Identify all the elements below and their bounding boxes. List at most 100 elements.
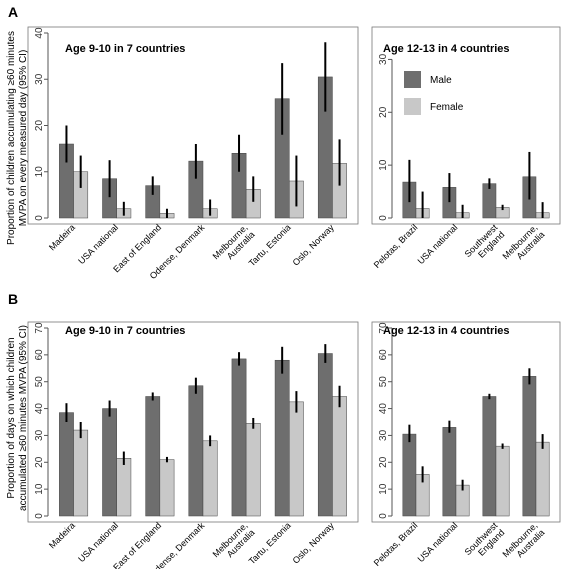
y-tick-label: 30: [378, 429, 389, 441]
panel-a-ylabel-line-2: MVPA on every measured day (95% CI): [18, 50, 29, 227]
category-label-line: Tartu, Estonia: [247, 520, 293, 566]
female-bar: [289, 401, 304, 517]
y-tick-label: 60: [34, 349, 45, 361]
panel-a-letter: A: [8, 4, 18, 20]
y-tick-label: 70: [378, 322, 389, 334]
legend-male-label: Male: [430, 75, 452, 86]
category-label-line: Madeira: [47, 520, 77, 550]
chart-frame: [27, 321, 359, 523]
chart-title: Age 9-10 in 7 countries: [65, 325, 185, 337]
category-label: Tartu, Estonia: [247, 222, 293, 268]
category-label-line: Tartu, Estonia: [247, 222, 293, 268]
panel-b-ylabel: Proportion of days on which children acc…: [6, 325, 29, 511]
male-bar: [231, 358, 247, 517]
y-tick-label: 0: [378, 513, 389, 519]
category-label-line: USA national: [416, 520, 460, 564]
legend: Male Female: [404, 71, 464, 115]
y-tick-label: 50: [34, 376, 45, 388]
legend-female-swatch: [404, 98, 421, 115]
chart-0: 0 10 20 30 40 Age 9-10 in 7 countries Madeira U…: [27, 26, 359, 281]
chart-frame: [27, 26, 359, 225]
female-bar: [245, 423, 261, 517]
legend-female-label: Female: [430, 102, 464, 113]
panel-a-ylabel-line-1: Proportion of children accumulating ≥60 …: [6, 31, 17, 245]
panel-a-ylabel: Proportion of children accumulating ≥60 …: [6, 31, 29, 245]
category-label: USA national: [76, 222, 120, 266]
category-label: USA national: [416, 222, 460, 266]
female-bar: [332, 396, 347, 517]
category-label-line: Oslo, Norway: [291, 222, 337, 268]
chart-2: 0 10 20 30 40 50 60 70 Age 9-10 in 7 countries Ma…: [27, 321, 359, 569]
female-bar: [116, 458, 132, 517]
category-label-line: Madeira: [47, 222, 77, 252]
category-label-line: Pelotas, Brazil: [372, 520, 420, 568]
category-label: USA national: [76, 520, 120, 564]
female-bar: [159, 459, 175, 517]
male-bar: [188, 385, 204, 517]
category-label: Oslo, Norway: [291, 222, 337, 268]
male-bar: [522, 376, 537, 517]
category-label: SouthwestEngland: [463, 222, 507, 266]
y-tick-label: 20: [34, 120, 45, 132]
y-tick-label: 40: [34, 403, 45, 415]
y-tick-label: 0: [34, 215, 45, 221]
category-label: Melbourne,Australia: [501, 222, 547, 268]
y-tick-label: 40: [34, 27, 45, 39]
y-tick-label: 0: [34, 513, 45, 519]
category-label-line: USA national: [416, 222, 460, 266]
y-tick-label: 10: [378, 159, 389, 171]
panel-b-ylabel-line-1: Proportion of days on which children: [6, 337, 17, 498]
category-label-line: USA national: [76, 520, 120, 564]
y-tick-label: 20: [378, 106, 389, 118]
male-bar: [102, 408, 117, 517]
y-tick-label: 10: [34, 166, 45, 178]
chart-title: Age 12-13 in 4 countries: [383, 325, 510, 337]
y-tick-label: 30: [34, 429, 45, 441]
y-tick-label: 0: [378, 215, 389, 221]
legend-male-swatch: [404, 71, 421, 88]
chart-title: Age 9-10 in 7 countries: [65, 43, 185, 55]
category-label: Pelotas, Brazil: [372, 222, 420, 270]
male-bar: [59, 412, 74, 517]
category-label: USA national: [416, 520, 460, 564]
panel-b-letter: B: [8, 291, 18, 307]
chart-title: Age 12-13 in 4 countries: [383, 43, 510, 55]
y-tick-label: 60: [378, 349, 389, 361]
category-label: SouthwestEngland: [463, 520, 507, 564]
category-label: Madeira: [47, 222, 77, 252]
y-tick-label: 10: [34, 483, 45, 495]
y-tick-label: 20: [378, 456, 389, 468]
male-bar: [274, 359, 290, 517]
male-bar: [145, 396, 161, 517]
y-tick-label: 20: [34, 456, 45, 468]
category-label-line: Oslo, Norway: [291, 520, 337, 566]
male-bar: [402, 433, 417, 517]
female-bar: [535, 441, 550, 517]
y-tick-label: 70: [34, 322, 45, 334]
chart-frame: [371, 26, 561, 225]
category-label: Pelotas, Brazil: [372, 520, 420, 568]
category-label: Oslo, Norway: [291, 520, 337, 566]
male-bar: [317, 353, 333, 517]
category-label: Melbourne,Australia: [501, 520, 547, 566]
category-label-line: Pelotas, Brazil: [372, 222, 420, 270]
y-tick-label: 30: [34, 73, 45, 85]
female-bar: [202, 440, 218, 517]
y-tick-label: 40: [378, 403, 389, 415]
male-bar: [442, 427, 457, 517]
y-tick-label: 30: [378, 53, 389, 65]
category-label: Tartu, Estonia: [247, 520, 293, 566]
panel-b-ylabel-line-2: accumulated ≥60 minutes MVPA (95% CI): [18, 325, 29, 511]
y-tick-label: 10: [378, 483, 389, 495]
category-label-line: USA national: [76, 222, 120, 266]
male-bar: [482, 396, 497, 517]
female-bar: [495, 445, 510, 517]
category-label: Madeira: [47, 520, 77, 550]
y-tick-label: 50: [378, 376, 389, 388]
chart-frame: [371, 321, 561, 523]
female-bar: [73, 429, 89, 517]
